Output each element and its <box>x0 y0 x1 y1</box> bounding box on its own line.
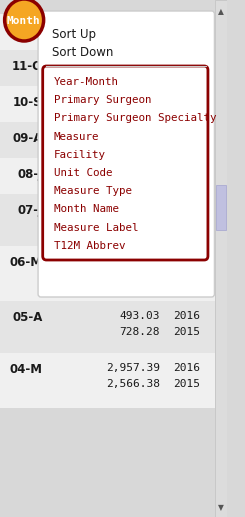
Text: Unit Code: Unit Code <box>54 168 112 178</box>
Text: 2015: 2015 <box>173 220 200 230</box>
Text: 2015: 2015 <box>173 327 200 337</box>
Bar <box>0 14 215 50</box>
FancyBboxPatch shape <box>38 11 214 297</box>
Text: 2015: 2015 <box>173 379 200 389</box>
Text: 2016: 2016 <box>173 363 200 373</box>
Bar <box>0 246 215 301</box>
Text: Measure Type: Measure Type <box>54 186 132 196</box>
Text: Year-Month: Year-Month <box>54 77 119 87</box>
Text: Measure Label: Measure Label <box>54 223 138 233</box>
FancyBboxPatch shape <box>43 66 208 260</box>
Text: 10-S: 10-S <box>13 96 43 109</box>
Text: 12-N: 12-N <box>12 24 43 37</box>
Text: 1,678.51: 1,678.51 <box>106 256 160 266</box>
Bar <box>0 194 215 246</box>
Circle shape <box>5 0 44 41</box>
Text: 473.51: 473.51 <box>119 204 160 214</box>
Text: Month Name: Month Name <box>54 204 119 215</box>
Text: 1,483.39: 1,483.39 <box>106 272 160 282</box>
Text: 07-J: 07-J <box>17 204 43 217</box>
Text: 04-M: 04-M <box>10 363 43 376</box>
Bar <box>0 86 215 122</box>
Bar <box>0 50 215 86</box>
Text: Measure: Measure <box>54 132 99 142</box>
Text: 2,566.38: 2,566.38 <box>106 379 160 389</box>
Bar <box>0 353 215 408</box>
Text: 06-M: 06-M <box>10 256 43 269</box>
Text: 2016: 2016 <box>173 256 200 266</box>
Text: 2016: 2016 <box>173 204 200 214</box>
Text: Primary Surgeon: Primary Surgeon <box>54 95 151 105</box>
Bar <box>0 158 215 194</box>
Bar <box>216 185 226 230</box>
Text: Facility: Facility <box>54 150 106 160</box>
Text: 493.03: 493.03 <box>119 311 160 321</box>
Text: 728.28: 728.28 <box>119 327 160 337</box>
Bar <box>0 301 215 353</box>
Text: 08-J: 08-J <box>17 168 43 181</box>
Text: 2015: 2015 <box>173 272 200 282</box>
Bar <box>215 0 227 517</box>
Text: ▲: ▲ <box>219 7 224 16</box>
Text: T12M Abbrev: T12M Abbrev <box>54 241 125 251</box>
Text: Sort Up: Sort Up <box>52 28 96 41</box>
Text: 05-A: 05-A <box>12 311 43 324</box>
Bar <box>0 122 215 158</box>
Text: 09-A: 09-A <box>12 132 43 145</box>
Text: Sort Down: Sort Down <box>52 46 113 59</box>
Text: Primary Surgeon Specialty: Primary Surgeon Specialty <box>54 113 216 124</box>
Text: 2016: 2016 <box>173 311 200 321</box>
Text: 11-O: 11-O <box>12 60 43 73</box>
Text: ▼: ▼ <box>219 503 224 512</box>
Text: Month: Month <box>6 16 40 26</box>
Text: 886.18: 886.18 <box>119 220 160 230</box>
Text: 2,957.39: 2,957.39 <box>106 363 160 373</box>
